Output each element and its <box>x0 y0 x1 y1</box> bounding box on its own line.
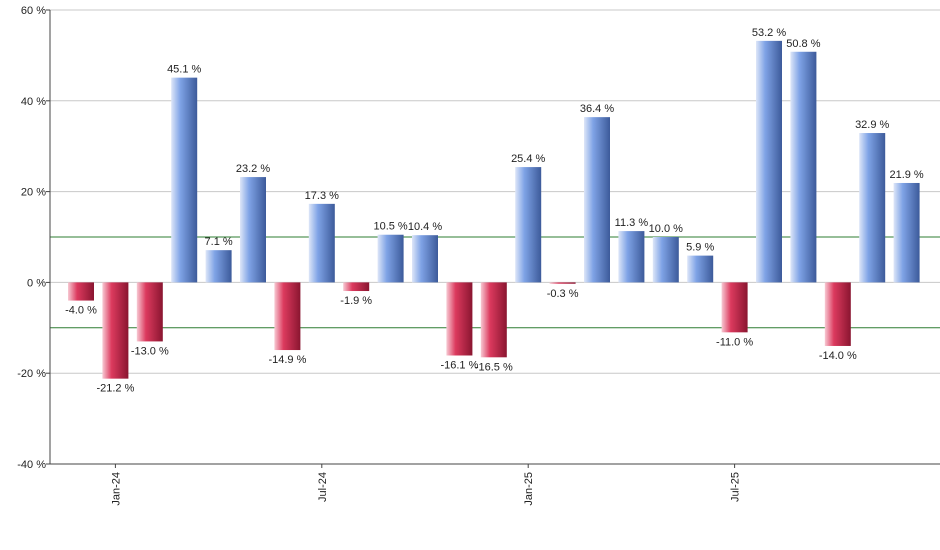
value-label: 45.1 % <box>167 64 201 76</box>
bar <box>274 282 301 351</box>
bar <box>377 234 404 283</box>
bar <box>721 282 748 333</box>
bar <box>756 40 782 283</box>
value-label: 36.4 % <box>580 103 614 115</box>
value-label: -4.0 % <box>65 305 97 317</box>
bar <box>824 282 851 346</box>
bar <box>480 282 507 358</box>
value-label: 10.0 % <box>649 223 683 235</box>
value-label: 50.8 % <box>786 38 820 50</box>
value-label: 23.2 % <box>236 163 270 175</box>
y-tick-label: -20 % <box>17 368 46 380</box>
x-tick-label: Jan-25 <box>523 472 535 506</box>
bar <box>790 51 817 283</box>
bar <box>652 237 679 283</box>
bar <box>136 282 163 342</box>
bar <box>308 203 335 283</box>
bar <box>549 282 576 284</box>
bar <box>515 167 542 283</box>
bar <box>240 177 266 283</box>
y-tick-label: 20 % <box>21 187 46 199</box>
x-tick-label: Jan-24 <box>110 472 122 506</box>
value-label: 17.3 % <box>305 190 339 202</box>
bar <box>205 250 232 283</box>
bar <box>171 77 198 283</box>
bar <box>859 133 886 283</box>
value-label: -14.9 % <box>268 354 306 366</box>
value-label: 25.4 % <box>511 153 545 165</box>
y-tick-label: 40 % <box>21 96 46 108</box>
value-label: -16.1 % <box>440 359 478 371</box>
bar <box>687 255 714 283</box>
y-tick-label: 0 % <box>27 277 46 289</box>
x-tick-label: Jul-24 <box>317 472 329 502</box>
value-label: 11.3 % <box>615 217 649 229</box>
bar <box>618 231 645 283</box>
bar <box>446 282 473 356</box>
bar <box>68 282 94 301</box>
value-label: 7.1 % <box>205 236 233 248</box>
bar <box>412 235 438 283</box>
value-label: 5.9 % <box>686 242 714 254</box>
value-label: -1.9 % <box>340 295 372 307</box>
x-tick-label: Jul-25 <box>730 472 742 502</box>
value-label: 10.5 % <box>373 221 407 233</box>
value-label: -13.0 % <box>131 345 169 357</box>
value-label: -11.0 % <box>716 336 753 348</box>
bar <box>893 182 920 283</box>
bar <box>343 282 370 292</box>
value-label: 21.9 % <box>889 169 923 181</box>
value-label: -14.0 % <box>819 350 857 362</box>
y-tick-label: -40 % <box>17 459 46 471</box>
bar <box>102 282 129 379</box>
value-label: -21.2 % <box>96 383 134 395</box>
value-label: -0.3 % <box>547 288 579 300</box>
bar <box>584 117 610 283</box>
value-label: -16.5 % <box>475 361 513 373</box>
value-label: 53.2 % <box>752 27 786 39</box>
value-label: 10.4 % <box>408 221 442 233</box>
y-tick-label: 60 % <box>21 5 46 17</box>
value-label: 32.9 % <box>855 119 889 131</box>
